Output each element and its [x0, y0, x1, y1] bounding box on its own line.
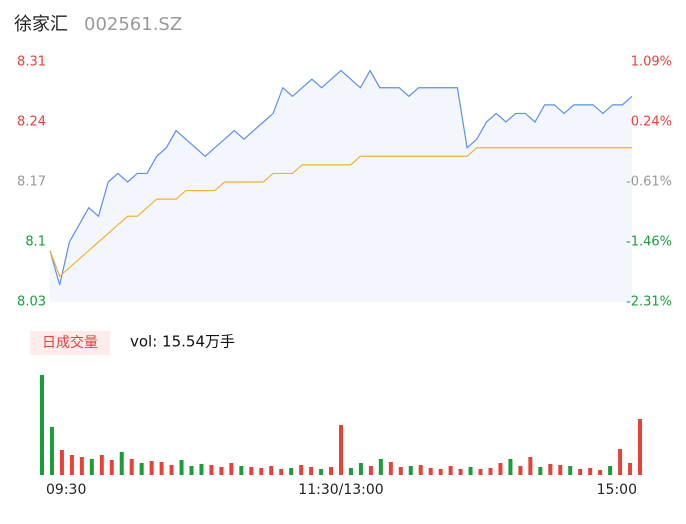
- x-tick-label: 15:00: [597, 482, 637, 498]
- price-area: [50, 70, 632, 302]
- volume-total: vol: 15.54万手: [130, 333, 235, 351]
- y2-tick-label: 0.24%: [631, 115, 672, 130]
- volume-bar: [249, 467, 254, 475]
- y2-tick-label: -1.46%: [626, 235, 672, 250]
- volume-bar: [598, 470, 603, 475]
- volume-bar: [129, 459, 134, 475]
- volume-bar: [199, 464, 204, 475]
- volume-bar: [119, 452, 124, 475]
- volume-bar: [319, 469, 324, 475]
- volume-bar: [628, 463, 633, 475]
- y2-tick-label: -2.31%: [626, 295, 672, 310]
- volume-bar: [618, 449, 623, 475]
- volume-bar: [608, 466, 613, 475]
- x-tick-label: 11:30/13:00: [298, 482, 383, 498]
- volume-bar: [309, 467, 314, 475]
- volume-bar: [508, 459, 513, 475]
- volume-bar: [149, 461, 154, 475]
- volume-bar: [408, 466, 413, 475]
- y-tick-label: 8.03: [17, 295, 46, 310]
- volume-bar: [89, 459, 94, 475]
- volume-bar: [339, 425, 343, 475]
- volume-bar: [528, 457, 533, 475]
- series-line: [49, 69, 633, 286]
- volume-bar: [189, 466, 194, 475]
- y-tick-label: 8.31: [17, 55, 46, 70]
- volume-bar: [259, 468, 264, 475]
- volume-bar: [558, 465, 563, 475]
- volume-bar: [488, 468, 493, 475]
- volume-bar: [588, 468, 593, 475]
- volume-bar: [498, 463, 503, 475]
- volume-bar: [388, 462, 393, 475]
- volume-bar: [418, 465, 423, 475]
- volume-bar: [99, 455, 104, 475]
- volume-bar: [109, 460, 114, 475]
- volume-bar: [548, 464, 553, 475]
- volume-bar: [40, 375, 44, 475]
- volume-bar: [448, 466, 453, 475]
- volume-bar: [49, 427, 54, 475]
- volume-bar: [428, 468, 433, 475]
- stock-code: 002561.SZ: [84, 14, 182, 35]
- volume-bar: [368, 466, 373, 475]
- stock-name: 徐家汇: [14, 14, 68, 35]
- volume-bar: [578, 469, 583, 475]
- y-tick-label: 8.24: [17, 115, 46, 130]
- volume-bar: [329, 467, 334, 475]
- volume-bar: [299, 465, 304, 475]
- volume-bar: [478, 469, 483, 475]
- volume-title: 日成交量: [42, 334, 98, 351]
- y2-tick-label: -0.61%: [626, 175, 672, 190]
- volume-bar: [538, 467, 543, 475]
- volume-bar: [159, 462, 164, 475]
- x-tick-label: 09:30: [46, 482, 86, 498]
- series-line: [49, 147, 632, 278]
- y2-tick-label: 1.09%: [631, 55, 672, 70]
- volume-bar: [229, 463, 234, 475]
- volume-bar: [79, 457, 84, 475]
- volume-bar: [518, 466, 523, 475]
- volume-bar: [139, 463, 144, 475]
- volume-bar: [638, 419, 642, 475]
- volume-bar: [179, 460, 184, 475]
- volume-bar: [348, 468, 353, 475]
- volume-bar: [279, 469, 284, 475]
- volume-bar: [398, 467, 403, 475]
- volume-bar: [269, 466, 274, 475]
- volume-bar: [378, 459, 383, 475]
- volume-bar: [169, 465, 174, 475]
- volume-bar: [568, 466, 573, 475]
- volume-bar: [438, 469, 443, 475]
- volume-bar: [209, 465, 214, 475]
- volume-label-box: [30, 331, 110, 355]
- y-tick-label: 8.1: [25, 235, 46, 250]
- volume-bar: [458, 469, 463, 475]
- volume-bar: [69, 455, 74, 475]
- volume-bar: [219, 467, 224, 475]
- y-tick-label: 8.17: [17, 175, 46, 190]
- volume-bar: [468, 467, 473, 475]
- volume-bar: [289, 468, 294, 475]
- volume-bar: [59, 450, 64, 475]
- volume-bar: [358, 463, 363, 475]
- volume-bar: [239, 466, 244, 475]
